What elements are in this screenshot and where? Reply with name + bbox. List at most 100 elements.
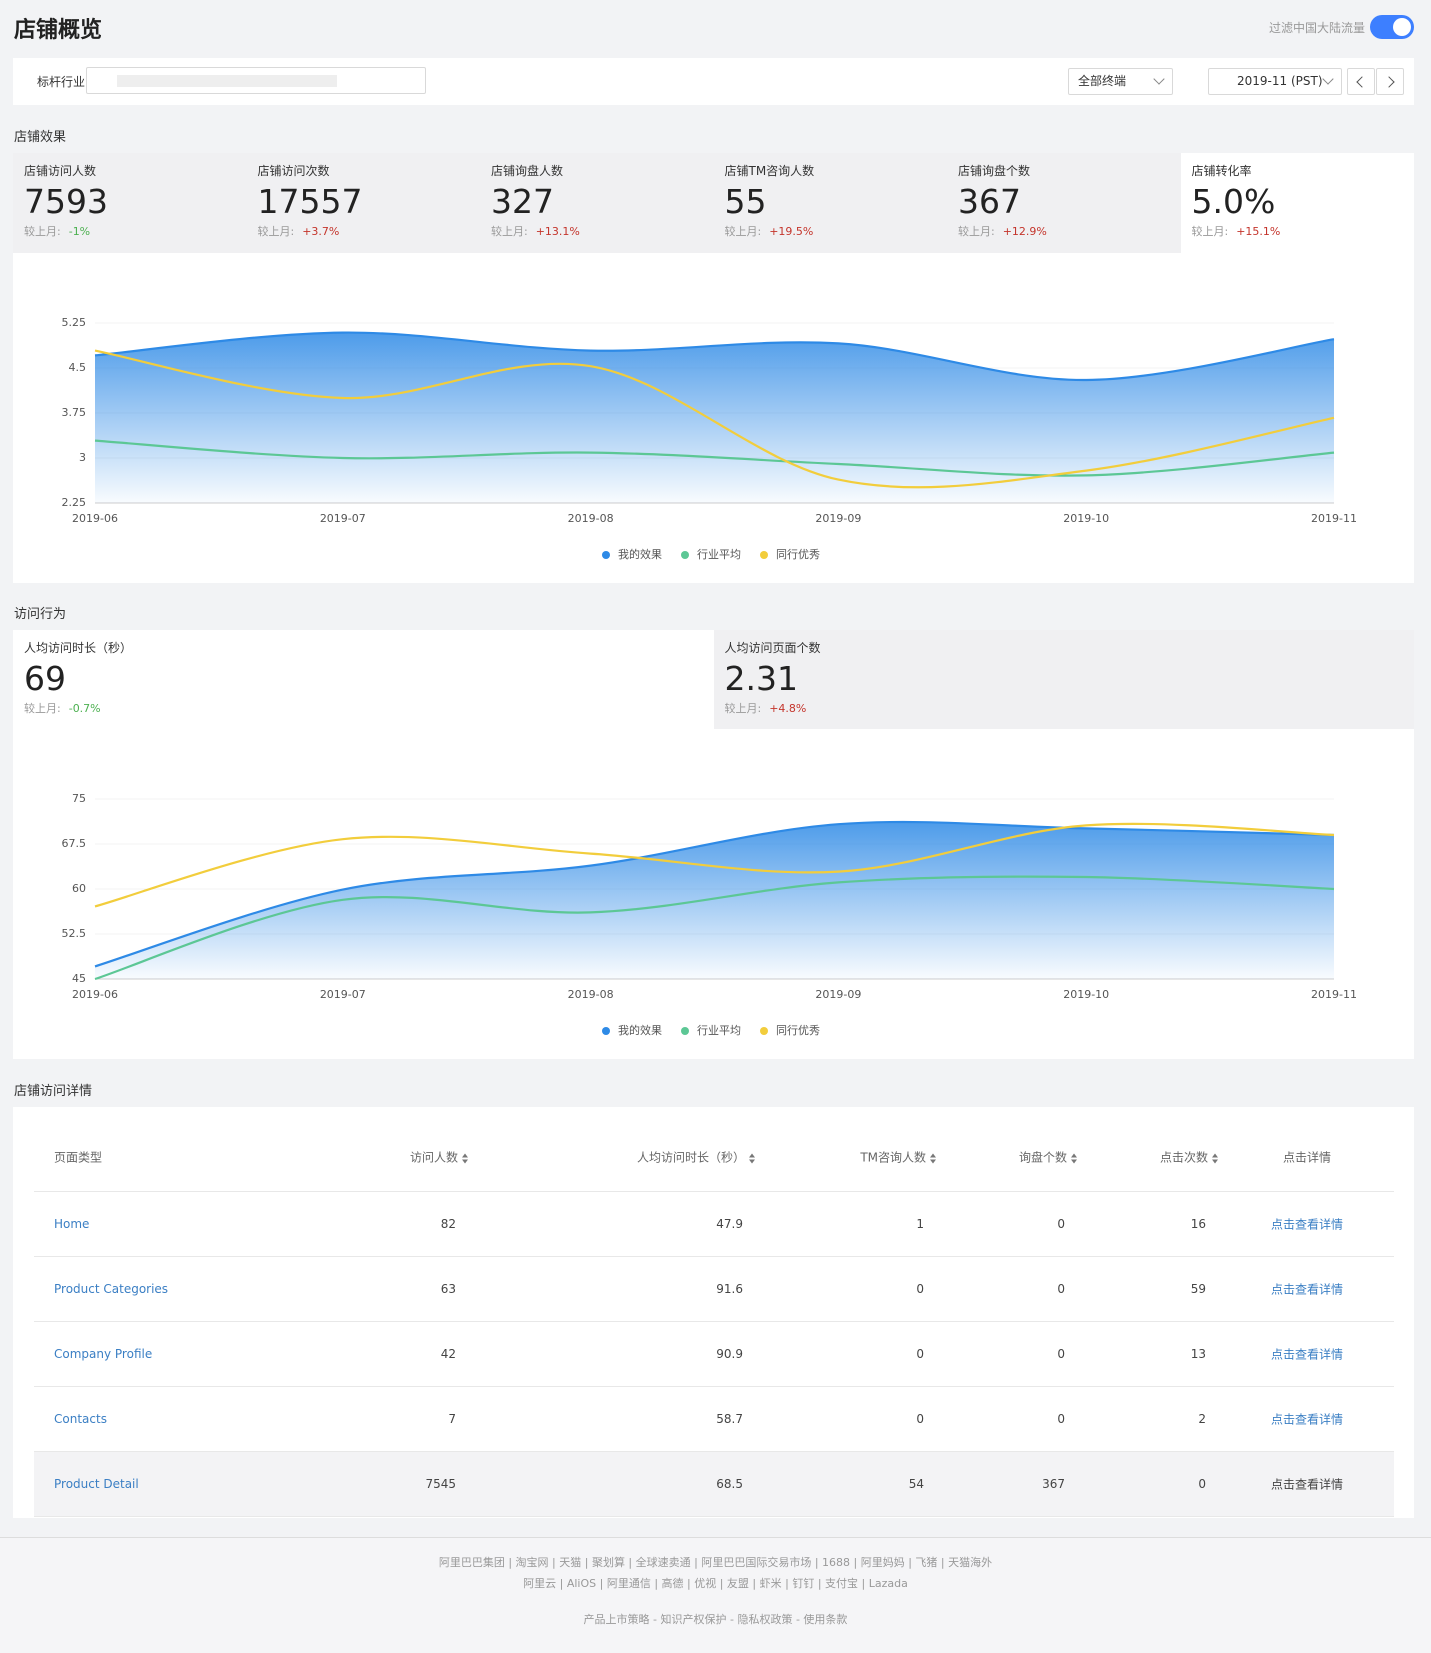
line [94, 822, 1335, 908]
column-header: 询盘个数 [1019, 1149, 1077, 1166]
metric-compare: 较上月: +19.5% [725, 223, 937, 239]
x-tick-label: 2019-10 [1063, 988, 1109, 1001]
traffic-toggle[interactable] [1370, 15, 1414, 39]
cell: 59 [1190, 1282, 1206, 1296]
y-tick-label: 4.5 [69, 361, 87, 374]
sort-icon[interactable] [930, 1153, 936, 1163]
compare-label: 较上月: [491, 225, 528, 238]
row-highlight [34, 1452, 1394, 1517]
x-tick-label: 2019-10 [1063, 512, 1109, 525]
page-type-link[interactable]: Contacts [54, 1412, 107, 1426]
compare-label: 较上月: [24, 702, 61, 715]
footer-links: 阿里云 | AliOS | 阿里通信 | 高德 | 优视 | 友盟 | 虾米 |… [523, 1577, 908, 1590]
metric-change: +4.8% [769, 702, 807, 715]
sort-icon[interactable] [1212, 1153, 1218, 1163]
row-separator [34, 1386, 1394, 1387]
compare-label: 较上月: [724, 225, 762, 238]
metric-compare: 较上月: +4.8% [725, 700, 1404, 716]
y-tick-label: 2.25 [62, 496, 87, 509]
sort-icon[interactable] [749, 1153, 755, 1163]
cell: 54 [908, 1477, 924, 1491]
sort-icon[interactable] [1071, 1153, 1077, 1163]
x-tick-label: 2019-07 [320, 988, 366, 1001]
legend-marker [602, 1027, 610, 1035]
cell: 58.7 [716, 1412, 743, 1426]
cell: 68.5 [716, 1477, 743, 1491]
detail-link[interactable]: 点击查看详情 [1270, 1347, 1344, 1362]
page-type-link[interactable]: Home [54, 1217, 90, 1231]
compare-label: 较上月: [1191, 225, 1229, 238]
column-header: 点击次数 [1160, 1149, 1218, 1166]
metric-card[interactable]: 店铺询盘个数 367 较上月: +12.9% [947, 153, 1181, 253]
metric-label: 店铺访问次数 [257, 164, 330, 178]
metric-value: 5.0% [1191, 182, 1276, 221]
footer: 阿里巴巴集团 | 淘宝网 | 天猫 | 聚划算 | 全球速卖通 | 阿里巴巴国际… [0, 1537, 1431, 1653]
sort-icon[interactable] [462, 1153, 468, 1163]
column-label: 点击次数 [1159, 1150, 1208, 1165]
next-month[interactable] [1376, 68, 1404, 95]
column-label: 点击详情 [1282, 1150, 1332, 1165]
page-type-link[interactable]: Product Categories [54, 1282, 169, 1296]
legend-marker [681, 1027, 689, 1035]
x-tick-label: 2019-09 [815, 988, 861, 1001]
metric-card[interactable]: 店铺转化率 5.0% 较上月: +15.1% [1180, 153, 1414, 253]
cell: 0 [1057, 1412, 1065, 1426]
terminal-select[interactable]: 全部终端 [1068, 68, 1173, 95]
metric-card[interactable]: 店铺访问次数 17557 较上月: +3.7% [246, 153, 480, 253]
metric-card[interactable]: 店铺访问人数 7593 较上月: -1% [13, 153, 247, 253]
detail-link[interactable]: 点击查看详情 [1270, 1477, 1344, 1492]
metric-label: 店铺转化率 [1191, 164, 1252, 178]
compare-label: 较上月: [257, 225, 295, 238]
cell: 7 [448, 1412, 456, 1426]
cell: 90.9 [716, 1347, 743, 1361]
metric-value: 7593 [24, 182, 108, 221]
metric-card[interactable]: 人均访问时长（秒） 69 较上月: -0.7% [13, 630, 714, 729]
industry-input[interactable] [86, 67, 426, 94]
compare-label: 较上月: [958, 225, 995, 238]
prev-month[interactable] [1347, 68, 1375, 95]
metric-compare: 较上月: -1% [24, 223, 236, 239]
cell: 0 [1057, 1217, 1065, 1231]
page-type-link[interactable]: Company Profile [54, 1347, 153, 1361]
metric-change: +15.1% [1236, 225, 1281, 238]
line [94, 875, 1335, 981]
month-value: 2019-11 (PST) [1237, 74, 1323, 88]
cell: 42 [440, 1347, 456, 1361]
cell: 0 [916, 1412, 924, 1426]
column-label: TM咨询人数 [860, 1150, 926, 1165]
detail-link[interactable]: 点击查看详情 [1270, 1282, 1344, 1297]
x-tick-label: 2019-06 [72, 512, 118, 525]
cell: 1 [916, 1217, 924, 1231]
column-label: 人均访问时长（秒） [636, 1150, 745, 1165]
detail-link[interactable]: 点击查看详情 [1270, 1217, 1344, 1232]
metric-cards: 人均访问时长（秒） 69 较上月: -0.7% 人均访问页面个数 2.31 较上月: +4.8… [13, 630, 1414, 729]
cell: 82 [440, 1217, 456, 1231]
cell: 63 [440, 1282, 456, 1296]
chart: 2.25 3 3.75 4.5 5.25 2019-06 2019-07 2019-08 201… [62, 316, 1357, 561]
metric-card[interactable]: 店铺询盘人数 327 较上月: +13.1% [480, 153, 714, 253]
legend-label: 行业平均 [697, 1024, 741, 1037]
page-title: 店铺概览 [14, 18, 103, 43]
legend-marker [760, 1027, 768, 1035]
x-tick-label: 2019-08 [568, 988, 614, 1001]
legend-label: 我的效果 [618, 1023, 662, 1037]
metric-compare: 较上月: +13.1% [491, 223, 703, 239]
metric-compare: 较上月: -0.7% [24, 700, 703, 716]
metric-change: +13.1% [535, 225, 580, 238]
metric-label: 店铺访问人数 [24, 164, 97, 178]
metric-card[interactable]: 店铺TM咨询人数 55 较上月: +19.5% [713, 153, 947, 253]
row-separator [34, 1191, 1394, 1192]
metric-change: +12.9% [1002, 225, 1047, 238]
y-tick-label: 67.5 [62, 837, 87, 850]
line [94, 439, 1335, 477]
detail-link[interactable]: 点击查看详情 [1270, 1412, 1344, 1427]
row-separator [34, 1516, 1394, 1517]
metric-card[interactable]: 人均访问页面个数 2.31 较上月: +4.8% [713, 630, 1414, 729]
page-type-link[interactable]: Product Detail [54, 1477, 139, 1491]
column-header: TM咨询人数 [860, 1149, 936, 1166]
legend-label: 同行优秀 [776, 548, 820, 561]
metric-value: 55 [724, 182, 767, 221]
month-picker[interactable]: 2019-11 (PST) [1208, 68, 1342, 95]
metric-compare: 较上月: +3.7% [258, 223, 470, 239]
metric-label: 人均访问时长（秒） [24, 641, 133, 655]
